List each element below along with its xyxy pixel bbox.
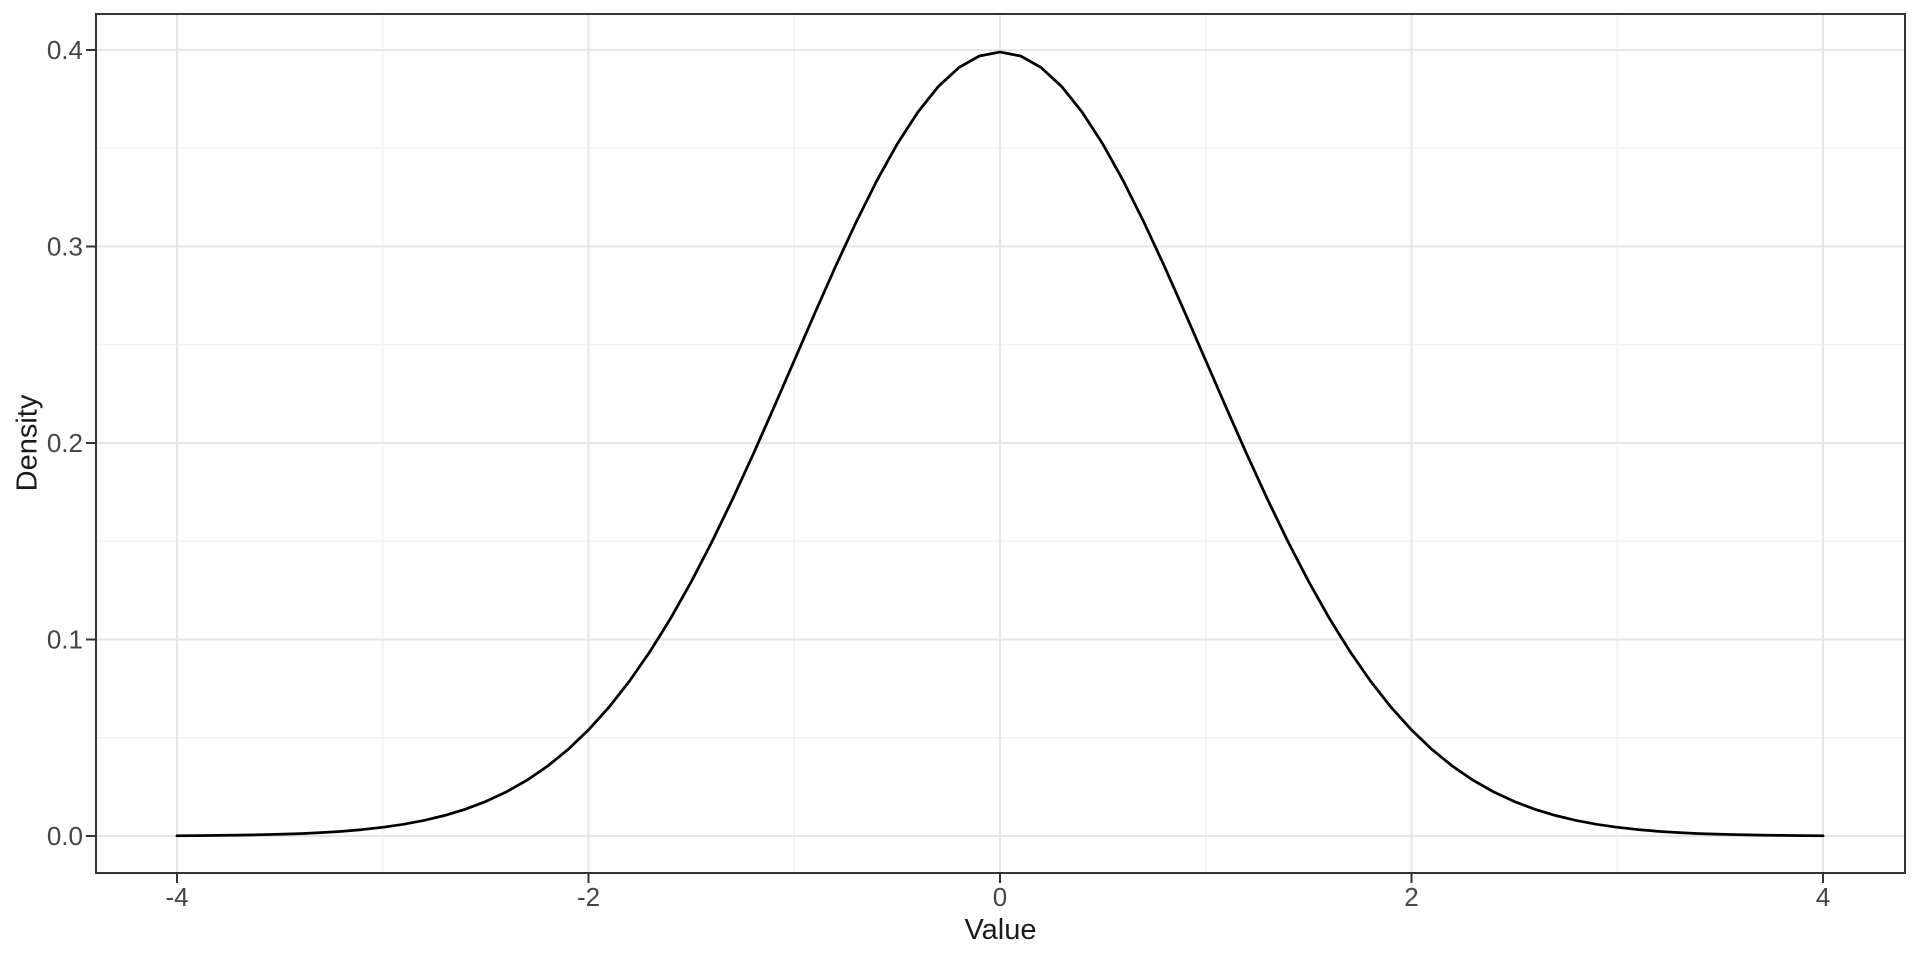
panel-border [95,13,1906,874]
y-tick-label: 0.3 [47,232,83,262]
x-tick-label: -4 [165,882,188,912]
x-axis-title: Value [964,914,1037,946]
density-curve [175,50,1825,838]
x-tick-label: 4 [1816,882,1830,912]
x-tick-label: 2 [1404,882,1418,912]
y-tick-label: 0.0 [47,821,83,851]
y-tick-label: 0.1 [47,625,83,655]
x-tick-label: -2 [577,882,600,912]
y-tick-label: 0.2 [47,428,83,458]
y-axis-title: Density [11,394,44,492]
y-tick-label: 0.4 [47,35,83,65]
x-tick-label: 0 [993,882,1007,912]
